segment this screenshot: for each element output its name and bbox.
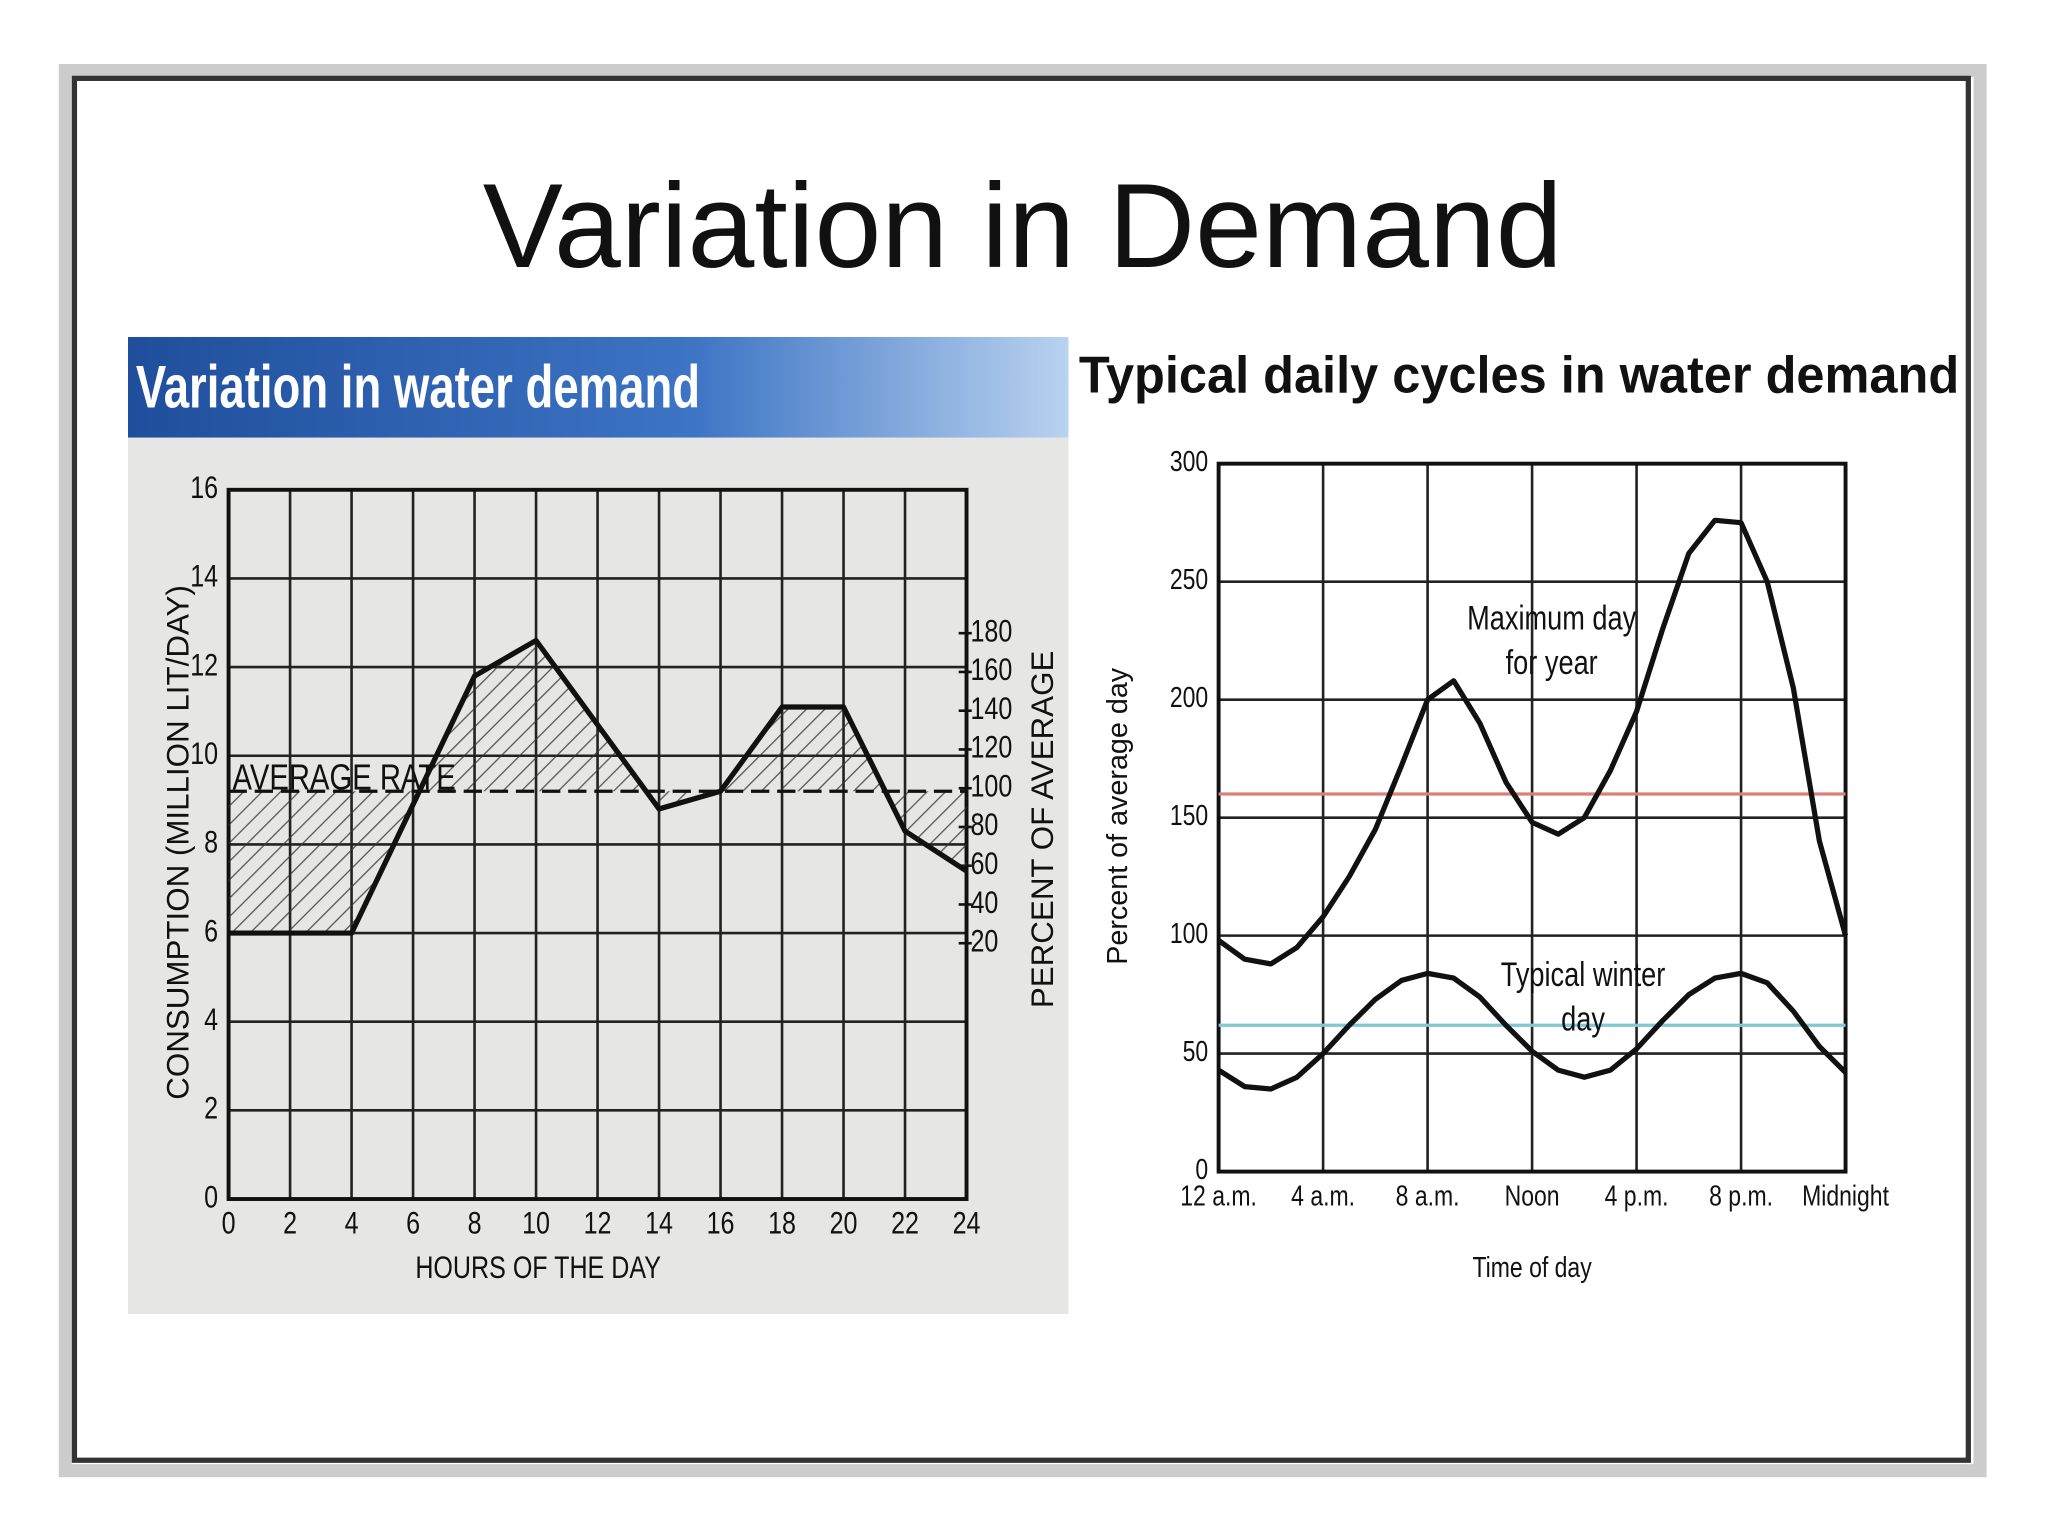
x-tick-label: 16 <box>707 1206 735 1241</box>
x-tick-label: 0 <box>222 1206 236 1241</box>
y-tick-label: 150 <box>1170 799 1208 832</box>
x-tick-label: 4 a.m. <box>1291 1179 1355 1212</box>
left-header <box>128 336 1069 438</box>
y-tick-label: 4 <box>204 1002 218 1037</box>
y-tick-label: 100 <box>1170 917 1208 950</box>
y-tick-label: 6 <box>204 914 218 949</box>
y-tick-label: 8 <box>204 825 218 860</box>
y-tick-label: 14 <box>190 559 218 594</box>
y2-tick-label: 40 <box>970 885 998 920</box>
y2-tick-label: 100 <box>970 769 1012 804</box>
y2-tick-label: 20 <box>970 924 998 959</box>
series-line <box>1217 517 1849 967</box>
x-tick-label: 12 a.m. <box>1180 1179 1257 1212</box>
y-axis-label: CONSUMPTION (MILLION LIT/DAY) <box>161 585 196 1100</box>
y-tick-label: 12 <box>190 648 218 683</box>
annotation: day <box>1561 999 1605 1038</box>
y-axis-label: Percent of average day <box>1102 667 1134 965</box>
x-tick-label: 24 <box>953 1206 981 1241</box>
y-tick-label: 50 <box>1183 1035 1209 1068</box>
y-tick-label: 16 <box>190 470 218 505</box>
x-axis-label: Time of day <box>1472 1251 1591 1284</box>
y-tick-label: 300 <box>1170 445 1208 478</box>
y2-tick-label: 120 <box>970 730 1012 765</box>
annotation: Typical winter <box>1501 955 1666 994</box>
deviation-area <box>228 640 967 934</box>
x-tick-label: 10 <box>522 1206 550 1241</box>
y-tick-label: 250 <box>1170 563 1208 596</box>
y2-axis-label: PERCENT OF AVERAGE <box>1025 651 1060 1008</box>
y-tick-label: 0 <box>204 1180 218 1215</box>
x-tick-label: Midnight <box>1802 1179 1890 1212</box>
y-tick-label: 200 <box>1170 681 1208 714</box>
y-tick-label: 0 <box>1195 1153 1208 1186</box>
x-tick-label: 2 <box>283 1206 297 1241</box>
annotation: Maximum day <box>1467 598 1637 637</box>
chart-title: Typical daily cycles in water demand <box>1079 347 1959 405</box>
plot-border <box>1216 461 1848 1174</box>
x-tick-label: 8 <box>468 1206 482 1241</box>
chart-title: Variation in water demand <box>136 354 700 421</box>
x-axis-label: HOURS OF THE DAY <box>415 1250 661 1285</box>
y2-tick-label: 80 <box>970 808 998 843</box>
x-tick-label: 8 p.m. <box>1709 1179 1773 1212</box>
annotation: for year <box>1506 643 1598 682</box>
x-tick-label: 20 <box>830 1206 858 1241</box>
series-line <box>228 637 968 936</box>
annotation: AVERAGE RATE <box>232 757 455 798</box>
x-tick-label: 8 a.m. <box>1396 1179 1460 1212</box>
x-tick-label: 6 <box>406 1206 420 1241</box>
y-tick-label: 2 <box>204 1091 218 1126</box>
y2-tick-label: 180 <box>970 614 1012 649</box>
y2-tick-label: 60 <box>970 846 998 881</box>
x-tick-label: 18 <box>768 1206 796 1241</box>
series-line <box>1217 970 1848 1092</box>
y-tick-label: 10 <box>190 736 218 771</box>
slide-title: Variation in Demand <box>483 159 1563 293</box>
y2-tick-label: 140 <box>970 691 1012 726</box>
x-tick-label: 22 <box>891 1206 919 1241</box>
x-tick-label: 4 p.m. <box>1605 1179 1669 1212</box>
x-tick-label: 12 <box>584 1206 612 1241</box>
frame-shadow <box>58 64 1987 1478</box>
x-tick-label: Noon <box>1505 1179 1560 1212</box>
x-tick-label: 14 <box>645 1206 673 1241</box>
x-tick-label: 4 <box>345 1206 359 1241</box>
y2-tick-label: 160 <box>970 653 1012 688</box>
